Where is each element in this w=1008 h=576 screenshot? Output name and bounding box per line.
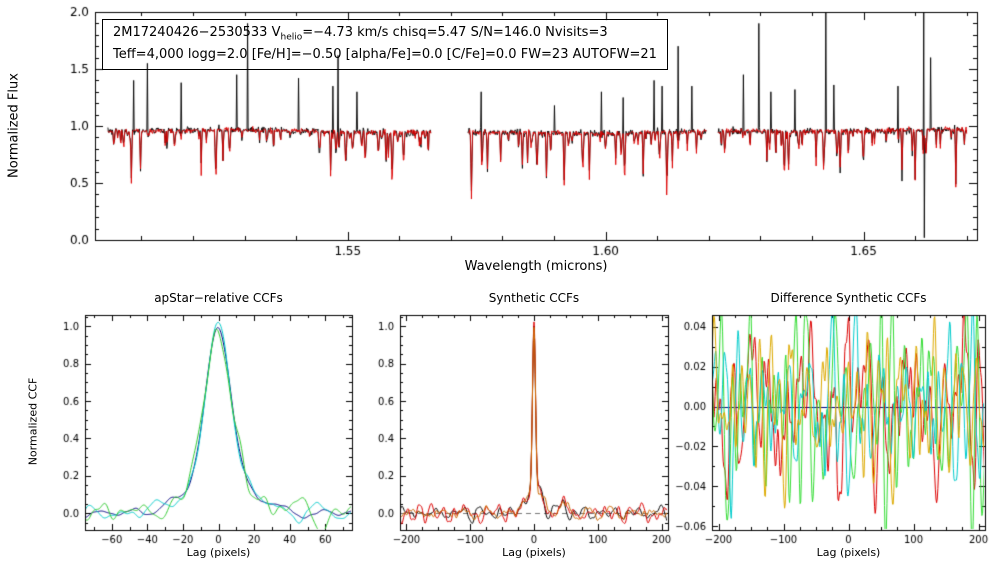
annotation-line-1: 2M17240426−2530533 Vhelio=−4.73 km/s chi… [113, 23, 657, 45]
apstar-ccf-y-axis-label: Normalized CCF [26, 377, 40, 466]
difference-ccf-x-axis-label: Lag (pixels) [816, 546, 881, 559]
apstar-ccf-title: apStar−relative CCFs [154, 291, 283, 305]
difference-ccf-title: Difference Synthetic CCFs [770, 291, 927, 305]
vhelio-subscript: helio [280, 32, 303, 43]
spectrum-y-axis-label: Normalized Flux [6, 73, 22, 178]
synthetic-ccf-title: Synthetic CCFs [488, 291, 580, 305]
synthetic-ccf-x-axis-label: Lag (pixels) [502, 546, 566, 559]
annotation-line-2: Teff=4,000 logg=2.0 [Fe/H]=−0.50 [alpha/… [113, 47, 657, 63]
spectrum-annotation-box: 2M17240426−2530533 Vhelio=−4.73 km/s chi… [102, 19, 668, 70]
annotation-fit-stats: =−4.73 km/s chisq=5.47 S/N=146.0 Nvisits… [302, 25, 608, 40]
spectrum-x-axis-label: Wavelength (microns) [464, 259, 608, 274]
apstar-ccf-x-axis-label: Lag (pixels) [186, 546, 251, 559]
annotation-star-id-and-vhelio: 2M17240426−2530533 V [113, 25, 281, 40]
